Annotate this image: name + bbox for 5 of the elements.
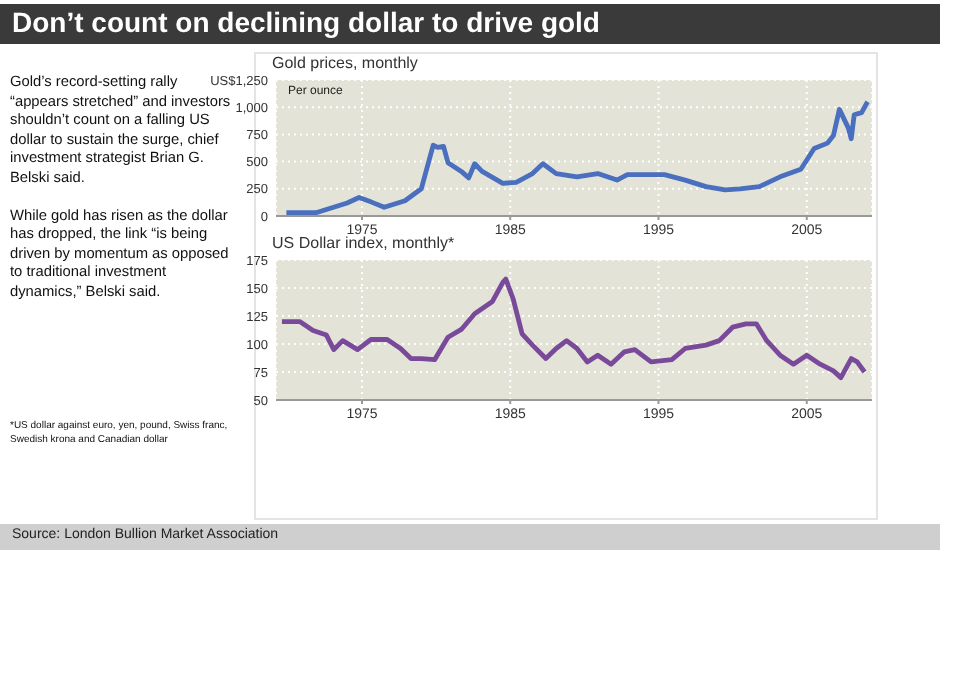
- chart-subtitle: Gold prices, monthly: [272, 54, 418, 72]
- line-series: [279, 276, 867, 380]
- line-series: [283, 99, 870, 216]
- chart-subtitle: US Dollar index, monthly*: [272, 234, 455, 252]
- chart-title: Don’t count on declining dollar to drive gold: [12, 6, 600, 38]
